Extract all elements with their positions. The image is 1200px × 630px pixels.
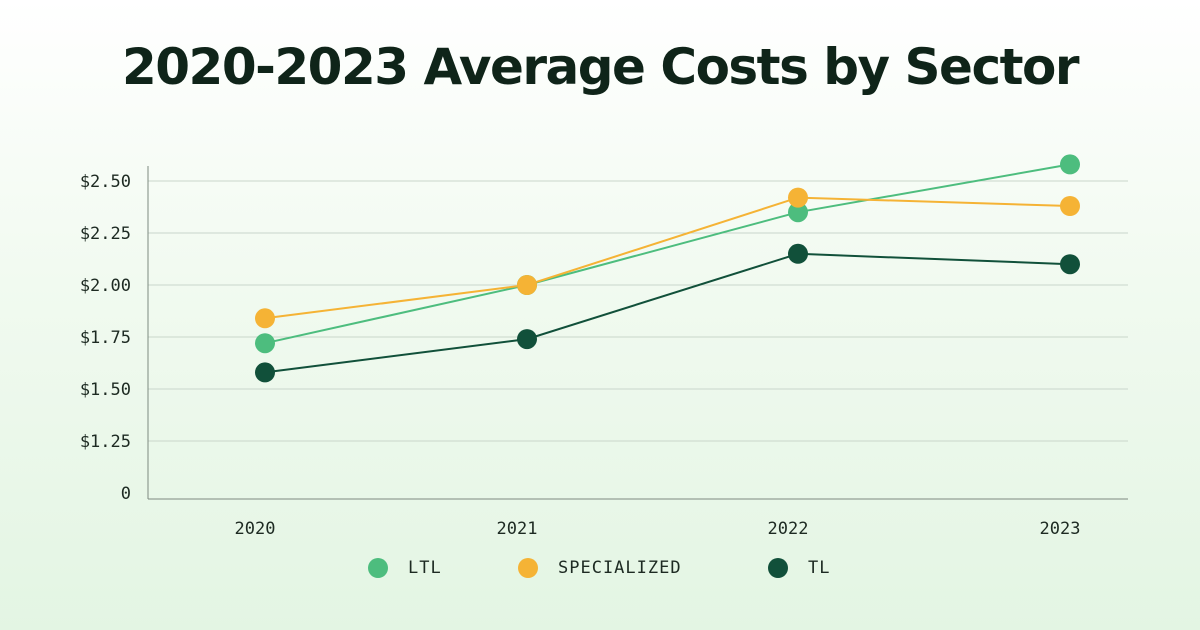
series-line-tl: [264, 252, 1071, 374]
y-tick-label: $2.25: [80, 224, 131, 244]
series-points: [255, 154, 1080, 383]
chart-title: 2020-2023 Average Costs by Sector: [121, 38, 1080, 96]
data-point-ltl: [1060, 154, 1080, 175]
data-point-tl: [255, 362, 275, 383]
y-tick-label: 0: [121, 484, 131, 504]
legend-swatch: [518, 558, 538, 578]
y-tick-label: $2.00: [80, 276, 131, 296]
y-tick-label: $2.50: [80, 172, 131, 192]
x-tick-label: 2022: [768, 519, 809, 539]
data-point-tl: [517, 329, 537, 350]
x-tick-label: 2021: [497, 519, 538, 539]
series-line-specialized: [264, 196, 1071, 320]
data-point-ltl: [788, 202, 808, 223]
legend-item-tl: TL: [768, 558, 830, 578]
data-point-specialized: [1060, 196, 1080, 216]
data-point-ltl: [255, 333, 275, 354]
data-point-tl: [1060, 254, 1080, 275]
legend-label: SPECIALIZED: [558, 558, 682, 578]
data-point-specialized: [517, 275, 537, 295]
data-point-tl: [788, 243, 808, 264]
axes: [147, 166, 1128, 500]
series-line-ltl: [264, 163, 1071, 345]
series-lines: [264, 163, 1071, 374]
y-tick-label: $1.25: [80, 432, 131, 452]
x-tick-label: 2023: [1040, 519, 1081, 539]
legend: LTL SPECIALIZED TL: [0, 558, 1200, 582]
y-axis-ticks: 0 $1.25 $1.50 $1.75 $2.00 $2.25 $2.50: [80, 172, 131, 504]
legend-item-ltl: LTL: [368, 558, 442, 578]
legend-label: LTL: [408, 558, 442, 578]
y-tick-label: $1.50: [80, 380, 131, 400]
x-axis-ticks: 2020 2021 2022 2023: [235, 519, 1081, 539]
legend-label: TL: [808, 558, 831, 578]
legend-item-specialized: SPECIALIZED: [518, 558, 682, 578]
legend-swatch: [768, 558, 788, 578]
x-tick-label: 2020: [235, 519, 276, 539]
data-point-specialized: [255, 308, 275, 329]
gridlines: [148, 180, 1128, 442]
y-tick-label: $1.75: [80, 328, 131, 348]
legend-swatch: [368, 558, 388, 578]
data-point-specialized: [788, 187, 808, 208]
